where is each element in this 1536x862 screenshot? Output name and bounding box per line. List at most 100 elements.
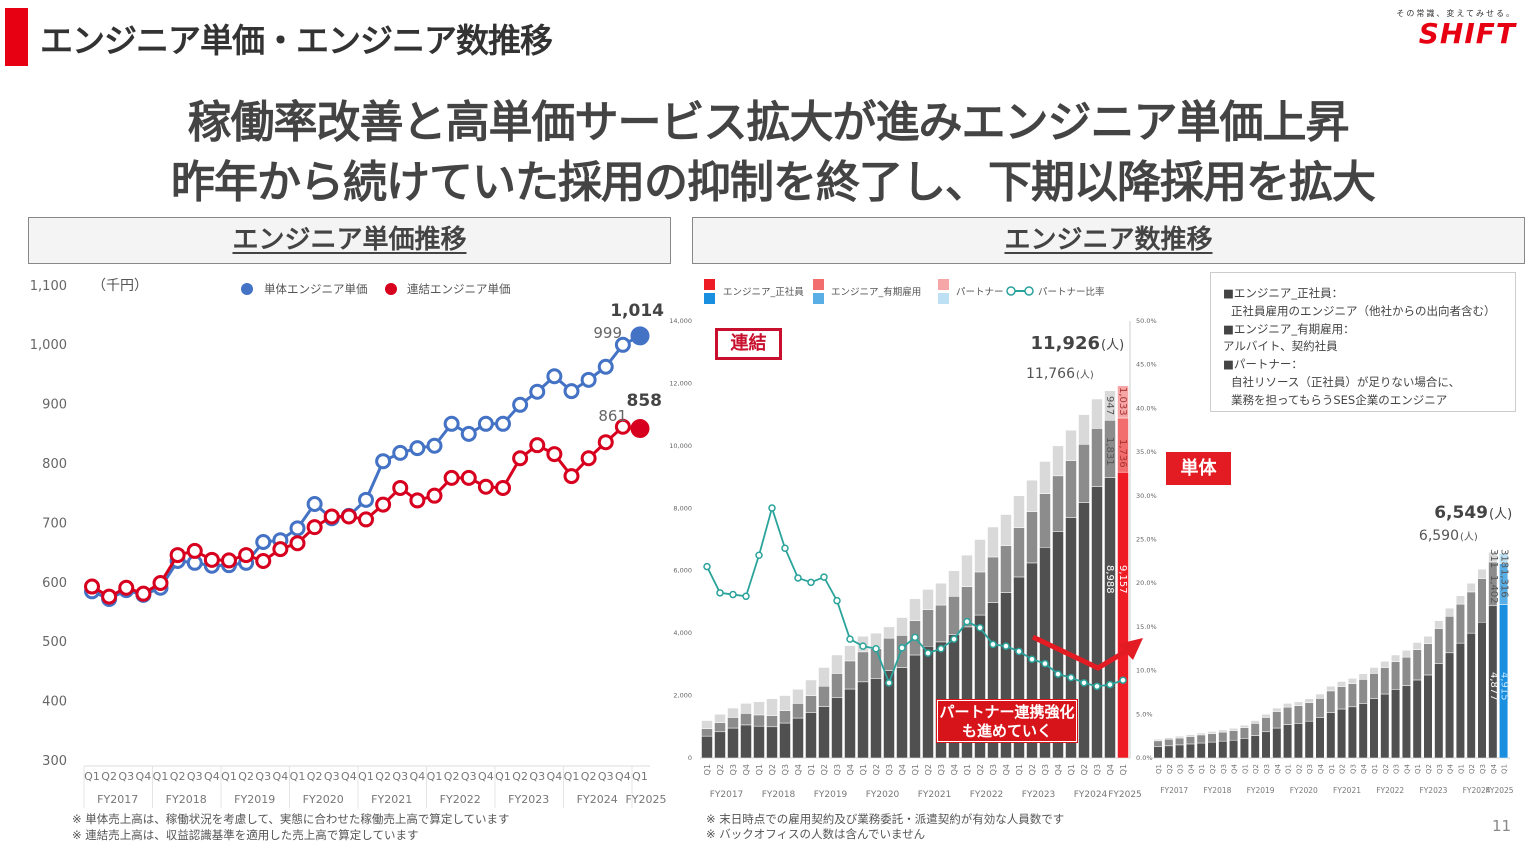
partner-ratio-point — [1080, 679, 1088, 687]
data-point — [630, 326, 650, 346]
data-point — [495, 415, 511, 432]
data-point — [169, 547, 186, 564]
x-tick-quarter: Q4 — [273, 770, 289, 783]
standalone-bar-employee — [1347, 706, 1357, 759]
consolidated-x-tick-quarter: Q1 — [807, 764, 816, 775]
section-title: エンジニア単価推移 — [232, 225, 467, 255]
legend-swatch — [938, 293, 949, 304]
standalone-x-tick-fiscal-year: FY2022 — [1376, 786, 1404, 795]
data-point — [529, 437, 546, 454]
consolidated-bar-partner — [740, 703, 752, 714]
standalone-bar-fixed-term — [1218, 731, 1228, 742]
partner-ratio-point — [1067, 673, 1075, 682]
data-point — [460, 425, 477, 442]
standalone-bar-employee — [1326, 712, 1336, 759]
consolidated-x-tick-quarter: Q1 — [703, 764, 712, 775]
standalone-x-tick-fiscal-year: FY2019 — [1247, 786, 1275, 795]
consolidated-x-tick-quarter: Q4 — [1106, 764, 1115, 775]
standalone-bar-fixed-term — [1445, 616, 1455, 654]
bar-value-label: 318 — [1499, 549, 1510, 568]
x-tick-fiscal-year: FY2022 — [440, 793, 481, 806]
consolidated-bar-employee — [766, 726, 778, 759]
consolidated-x-tick-quarter: Q3 — [885, 764, 894, 775]
y2-tick-label: 40.0% — [1136, 404, 1157, 412]
data-point — [546, 368, 563, 385]
data-point — [118, 579, 135, 596]
standalone-bar-fixed-term — [1412, 649, 1422, 681]
legend-label: エンジニア_正社員 — [723, 286, 804, 298]
x-tick-quarter: Q3 — [598, 770, 614, 783]
consolidated-bar-partner — [974, 539, 986, 573]
y-tick-label: 300 — [42, 754, 67, 769]
consolidated-bar-fixed-term — [1039, 493, 1051, 548]
data-point — [614, 418, 631, 435]
consolidated-x-tick-quarter: Q1 — [755, 764, 764, 775]
data-point — [460, 469, 477, 486]
y2-tick-label: 45.0% — [1136, 361, 1157, 369]
standalone-bar-fixed-term — [1380, 667, 1390, 695]
standalone-x-tick-quarter: Q4 — [1187, 763, 1195, 774]
x-tick-fiscal-year: FY2017 — [97, 793, 138, 806]
x-tick-quarter: Q1 — [564, 770, 580, 783]
logo-tagline: その常識、変えてみせる。 — [1396, 9, 1516, 18]
page-number: 11 — [1492, 817, 1512, 835]
consolidated-bar-partner — [1065, 430, 1077, 461]
y-tick-label: 0 — [688, 754, 692, 762]
definition-body: 業務を担ってもらうSES企業のエンジニア — [1231, 392, 1448, 407]
data-point — [597, 358, 614, 375]
legend-swatch — [813, 279, 824, 290]
standalone-bar-partner — [1347, 678, 1357, 684]
data-point — [512, 396, 529, 413]
x-tick-quarter: Q2 — [170, 770, 186, 783]
consolidated-bar-fixed-term — [1065, 460, 1077, 518]
standalone-x-tick-quarter: Q3 — [1349, 764, 1357, 774]
partner-ratio-point — [1054, 670, 1062, 678]
section-header-unit-price: エンジニア単価推移 — [28, 217, 671, 264]
consolidated-x-tick-quarter: Q2 — [820, 764, 829, 775]
standalone-bar-partner — [1283, 703, 1293, 708]
data-point — [512, 450, 529, 467]
standalone-bar-employee — [1153, 746, 1163, 759]
consolidated-badge: 連結 — [715, 328, 782, 360]
standalone-bar-employee — [1380, 693, 1390, 759]
standalone-x-tick-quarter: Q4 — [1274, 763, 1282, 774]
definition-head: ■エンジニア_正社員： — [1223, 286, 1344, 300]
consolidated-bar-partner — [701, 720, 713, 729]
data-point — [563, 468, 580, 485]
standalone-bar-fixed-term — [1293, 705, 1303, 724]
data-point — [255, 553, 272, 570]
partner-ratio-point — [963, 617, 971, 626]
consolidated-bar-partner — [896, 617, 908, 636]
data-point — [597, 434, 614, 451]
consolidated-bar-fixed-term — [1000, 545, 1012, 593]
standalone-x-tick-quarter: Q1 — [1501, 764, 1509, 774]
consolidated-x-tick-quarter: Q3 — [729, 764, 738, 775]
consolidated-x-tick-quarter: Q3 — [1041, 764, 1050, 775]
y-tick-label: 10,000 — [669, 442, 692, 450]
consolidated-x-tick-quarter: Q2 — [1028, 764, 1037, 775]
data-point — [580, 450, 597, 467]
consolidated-bar-partner — [909, 598, 921, 621]
consolidated-x-tick-quarter: Q2 — [976, 764, 985, 775]
standalone-bar-employee — [1477, 621, 1487, 759]
standalone-bar-partner — [1412, 642, 1422, 650]
consolidated-bar-fixed-term — [779, 710, 791, 724]
bar-value-label: 9,157 — [1117, 565, 1128, 594]
x-tick-quarter: Q4 — [410, 770, 426, 783]
data-point — [443, 469, 460, 486]
consolidated-x-tick-fiscal-year: FY2020 — [866, 790, 900, 800]
consolidated-x-tick-quarter: Q1 — [1067, 764, 1076, 775]
section-title: エンジニア数推移 — [1004, 225, 1213, 255]
partner-callout: パートナー連携強化 も進めていく — [937, 700, 1077, 742]
total-unit: (人) — [1489, 507, 1512, 522]
standalone-x-tick-fiscal-year: FY2020 — [1290, 786, 1318, 795]
data-label: 858 — [627, 391, 663, 411]
callout-line-1: パートナー連携強化 — [939, 703, 1075, 721]
data-point — [255, 534, 272, 551]
y-tick-label: 4,000 — [673, 629, 692, 637]
standalone-bar-partner — [1272, 707, 1282, 712]
consolidated-bar-partner — [831, 654, 843, 674]
standalone-bar-partner — [1239, 724, 1249, 728]
x-tick-quarter: Q2 — [101, 770, 117, 783]
